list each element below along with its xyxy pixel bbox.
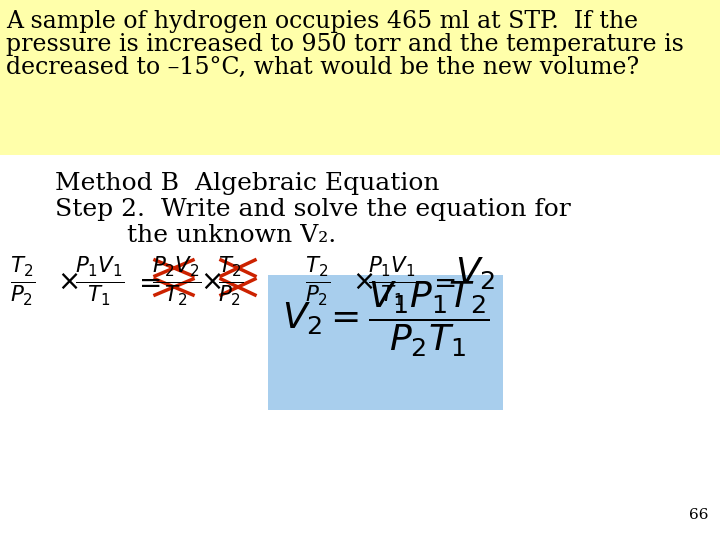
Text: $\times$: $\times$ bbox=[57, 268, 78, 296]
Text: $\frac{T_2}{P_2}$: $\frac{T_2}{P_2}$ bbox=[218, 255, 243, 308]
Text: $V_2 = \dfrac{V_1P_1T_2}{P_2T_1}$: $V_2 = \dfrac{V_1P_1T_2}{P_2T_1}$ bbox=[282, 280, 490, 359]
Text: pressure is increased to 950 torr and the temperature is: pressure is increased to 950 torr and th… bbox=[6, 33, 684, 56]
Text: $\frac{P_2V_2}{T_2}$: $\frac{P_2V_2}{T_2}$ bbox=[152, 255, 202, 308]
Text: $\frac{P_1V_1}{T_1}$: $\frac{P_1V_1}{T_1}$ bbox=[368, 255, 418, 308]
Text: $\frac{T_2}{P_2}$: $\frac{T_2}{P_2}$ bbox=[10, 255, 35, 308]
Text: A sample of hydrogen occupies 465 ml at STP.  If the: A sample of hydrogen occupies 465 ml at … bbox=[6, 10, 638, 33]
Text: the unknown V₂.: the unknown V₂. bbox=[55, 224, 336, 247]
Text: $\frac{P_1V_1}{T_1}$: $\frac{P_1V_1}{T_1}$ bbox=[75, 255, 125, 308]
Text: 66: 66 bbox=[688, 508, 708, 522]
Text: $V_2$: $V_2$ bbox=[455, 255, 495, 291]
Bar bbox=[268, 275, 503, 410]
Text: decreased to –15°C, what would be the new volume?: decreased to –15°C, what would be the ne… bbox=[6, 56, 639, 79]
Text: $=$: $=$ bbox=[133, 268, 161, 296]
Text: Method B  Algebraic Equation: Method B Algebraic Equation bbox=[55, 172, 439, 195]
Text: $=$: $=$ bbox=[428, 268, 456, 296]
Text: Step 2.  Write and solve the equation for: Step 2. Write and solve the equation for bbox=[55, 198, 571, 221]
Text: $\times$: $\times$ bbox=[352, 268, 374, 296]
Text: $\frac{T_2}{P_2}$: $\frac{T_2}{P_2}$ bbox=[305, 255, 330, 308]
Bar bbox=[0, 0, 720, 155]
Text: $\times$: $\times$ bbox=[200, 268, 222, 296]
